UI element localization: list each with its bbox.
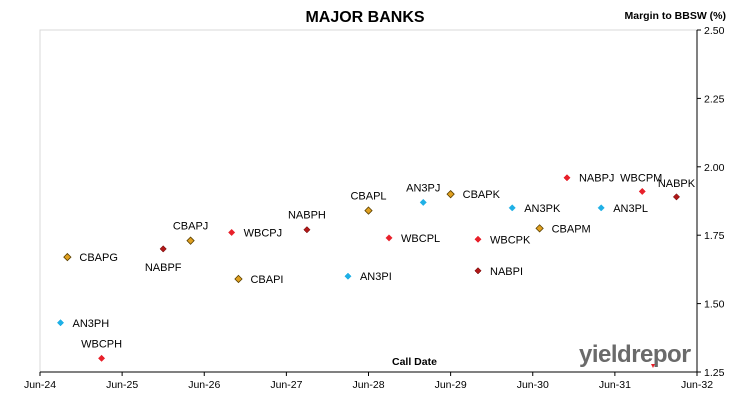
data-label-an3pj: AN3PJ [406,182,440,194]
point-cbapg [63,252,72,262]
data-label-nabpk: NABPK [658,178,696,190]
point-wbcpj [228,228,236,237]
point-an3pi [344,272,352,280]
point-nabpk [672,193,681,201]
y-tick-label: 1.75 [704,230,725,242]
point-an3pl [597,204,605,212]
point-an3pj [419,198,427,206]
data-label-cbapi: CBAPI [250,274,283,286]
data-label-an3pi: AN3PI [360,271,392,283]
point-nabph [303,226,311,234]
point-an3ph [56,319,65,327]
data-label-cbapl: CBAPL [350,191,386,203]
y-axis-label: Margin to BBSW (%) [624,10,727,22]
point-nabpf [159,245,167,253]
data-label-wbcpm: WBCPM [620,172,662,184]
data-label-nabph: NABPH [288,210,326,222]
data-label-nabpf: NABPF [145,262,182,274]
data-label-cbapj: CBAPJ [173,221,208,233]
point-cbapl [364,206,373,215]
yieldreport-logo: yieldreport [579,340,699,370]
y-tick-label: 2.25 [704,93,725,105]
data-label-an3pk: AN3PK [524,203,561,215]
x-tick-label: Jun-24 [24,379,56,391]
data-label-wbcpj: WBCPJ [244,227,283,239]
point-cbapi [234,274,243,284]
data-label-an3pl: AN3PL [613,203,648,215]
x-tick-label: Jun-28 [352,379,384,391]
data-label-nabpi: NABPI [490,266,523,278]
data-label-wbcph: WBCPH [81,338,122,350]
point-wbcpk [474,235,482,243]
y-tick-label: 1.50 [704,299,725,311]
x-tick-label: Jun-31 [599,379,631,391]
data-label-cbapg: CBAPG [79,252,118,264]
data-label-cbapk: CBAPK [463,189,501,201]
y-tick-label: 2.50 [704,25,725,37]
x-tick-label: Jun-27 [270,379,302,391]
y-tick-label: 1.25 [704,367,725,379]
x-tick-label: Jun-26 [188,379,220,391]
point-nabpj [563,174,571,182]
point-cbapk [446,189,455,199]
x-tick-label: Jun-30 [517,379,549,391]
svg-text:yieldreport: yieldreport [579,341,691,368]
point-wbcpm [638,187,646,195]
data-label-wbcpl: WBCPL [401,233,440,245]
point-cbapm [535,224,544,233]
x-tick-label: Jun-25 [106,379,138,391]
x-tick-label: Jun-29 [435,379,467,391]
point-an3pk [508,204,516,212]
point-cbapj [186,236,195,245]
point-nabpi [474,267,482,275]
data-label-cbapm: CBAPM [552,223,591,235]
data-label-an3ph: AN3PH [73,318,110,330]
data-label-nabpj: NABPJ [579,173,614,185]
x-tick-label: Jun-32 [681,379,713,391]
point-wbcph [98,354,106,362]
data-label-wbcpk: WBCPK [490,234,531,246]
y-tick-label: 2.00 [704,162,725,174]
point-wbcpl [385,234,393,242]
chart-title: MAJOR BANKS [305,9,425,26]
x-axis-label: Call Date [392,356,437,368]
